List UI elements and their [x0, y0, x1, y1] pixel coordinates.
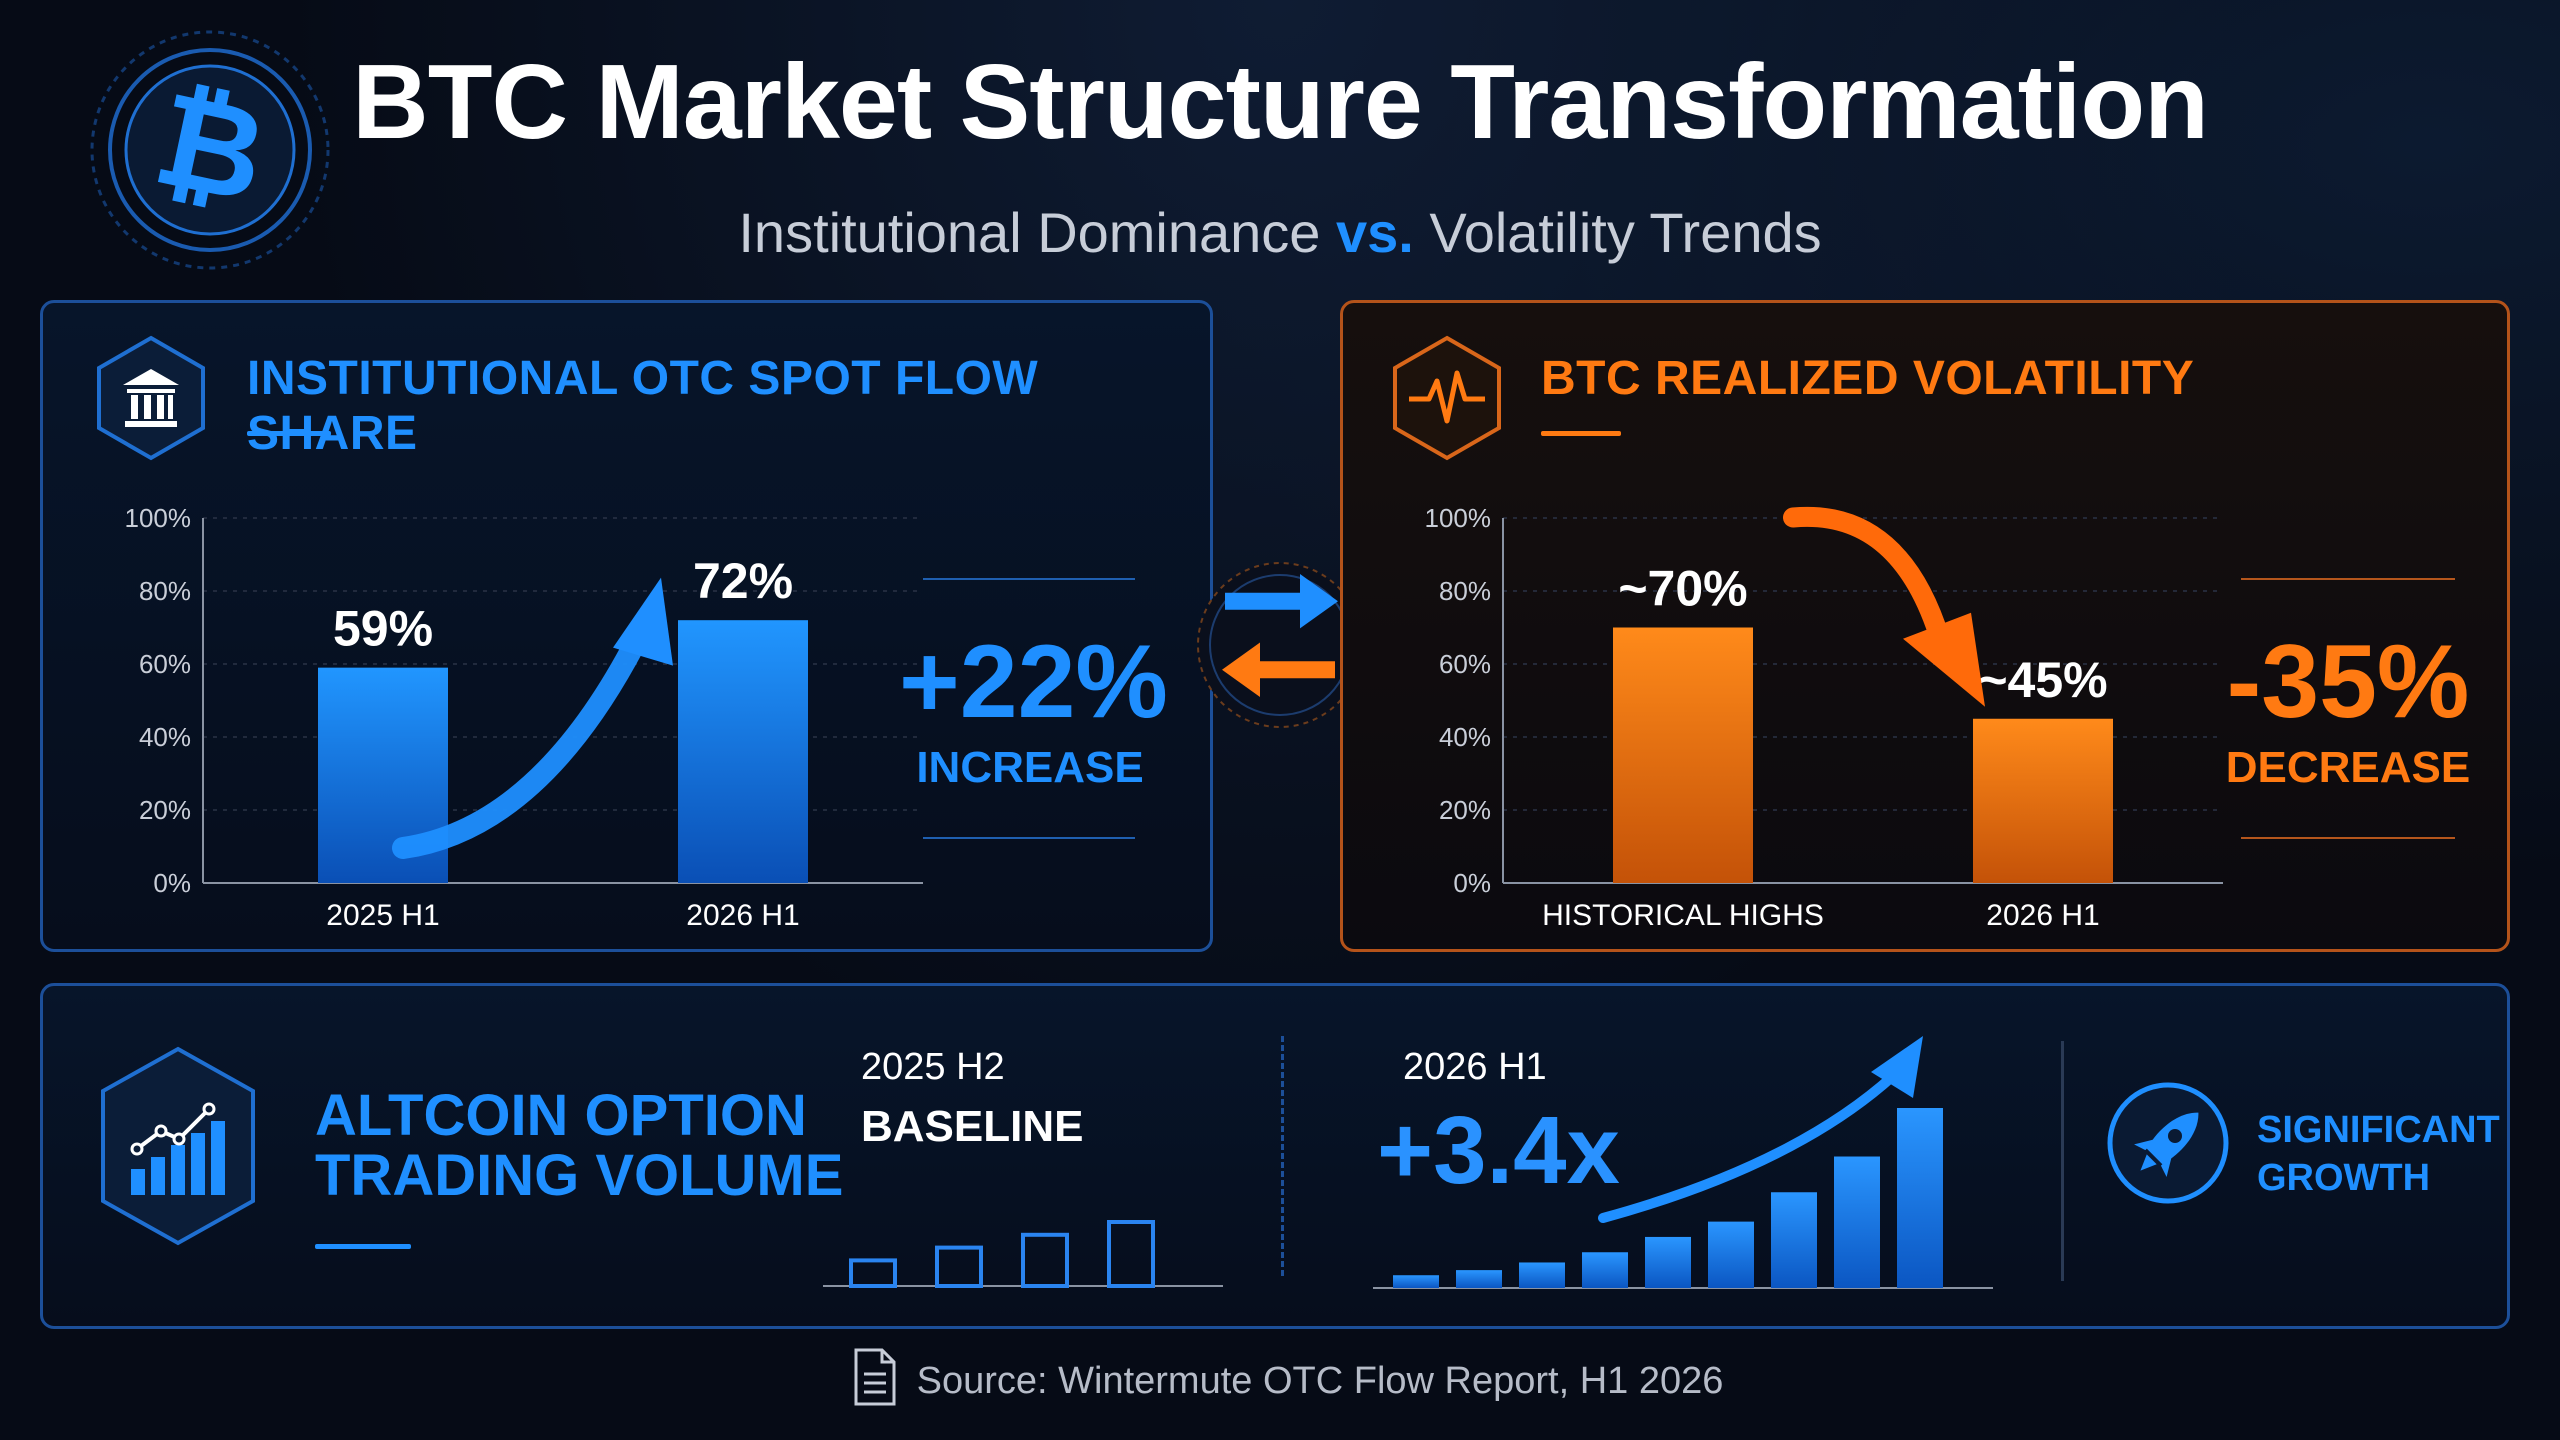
title-underline	[315, 1244, 411, 1249]
bitcoin-icon: ₿	[90, 30, 330, 270]
pulse-icon	[1393, 335, 1501, 461]
baseline-bar	[935, 1245, 983, 1288]
bank-icon	[97, 335, 205, 461]
data-label: ~70%	[1618, 561, 1747, 617]
volatility-panel: BTC REALIZED VOLATILITY 0% 20% 40% 60% 80% 10…	[1340, 300, 2510, 952]
volatility-bar-chart: 0% 20% 40% 60% 80% 100% ~70% HISTORICAL HIGHS ~4…	[1425, 503, 2223, 932]
bar	[1973, 718, 2113, 883]
divider-top	[2241, 578, 2455, 580]
y-tick-label: 40%	[139, 722, 191, 752]
divider-top	[923, 578, 1135, 580]
growth-arrow-head	[1871, 1036, 1923, 1098]
baseline-bar	[849, 1258, 897, 1289]
section-divider	[1281, 1036, 1286, 1276]
bar	[1613, 627, 1753, 883]
volatility-delta-value: -35%	[2226, 624, 2470, 740]
altcoin-title-line1: ALTCOIN OPTION	[315, 1083, 807, 1148]
altcoin-title-line2: TRADING VOLUME	[315, 1143, 844, 1208]
data-label: 72%	[693, 553, 793, 609]
otc-panel-title: INSTITUTIONAL OTC SPOT FLOW SHARE	[247, 352, 1039, 460]
x-tick-label: 2026 H1	[686, 899, 799, 932]
volatility-panel-title: BTC REALIZED VOLATILITY	[1541, 352, 2195, 405]
x-tick-label: 2026 H1	[1986, 899, 2099, 932]
bar	[678, 620, 808, 883]
y-tick-label: 20%	[139, 795, 191, 825]
baseline-bar	[1107, 1220, 1155, 1288]
otc-bar-chart: 0% 20% 40% 60% 80% 100% 59% 2025 H1 72% 2026 H1	[125, 503, 923, 932]
y-tick-label: 60%	[1439, 649, 1491, 679]
badge-line2: GROWTH	[2257, 1157, 2431, 1199]
page-title: BTC Market Structure Transformation	[352, 43, 2209, 161]
trend-arrow-shaft	[1783, 506, 1953, 659]
bar-chart-icon	[101, 1046, 255, 1246]
subtitle-part2: Volatility Trends	[1413, 201, 1822, 264]
badge-line1: SIGNIFICANT	[2257, 1109, 2500, 1151]
y-tick-label: 40%	[1439, 722, 1491, 752]
title-underline	[1541, 431, 1621, 436]
title-underline	[247, 431, 331, 436]
growth-bar	[1519, 1262, 1565, 1288]
otc-flow-panel: INSTITUTIONAL OTC SPOT FLOW SHARE 0% 20% 4…	[40, 300, 1213, 952]
growth-bar	[1708, 1221, 1754, 1288]
source-note: Source: Wintermute OTC Flow Report, H1 2…	[916, 1360, 1724, 1402]
divider-bottom	[2241, 837, 2455, 839]
growth-arrow-shaft	[1598, 1071, 1898, 1223]
otc-delta-label: INCREASE	[916, 743, 1144, 792]
baseline-label: BASELINE	[861, 1102, 1084, 1151]
trend-arrow-head	[613, 577, 673, 666]
growth-mini-chart	[1373, 1036, 1993, 1289]
growth-value: +3.4x	[1377, 1097, 1620, 1204]
y-tick-label: 60%	[139, 649, 191, 679]
trend-arrow-head	[1903, 612, 1985, 707]
rocket-icon	[2107, 1082, 2229, 1204]
volatility-delta-label: DECREASE	[2225, 743, 2471, 792]
growth-bar	[1456, 1270, 1502, 1288]
swap-arrows-icon	[1197, 562, 1363, 728]
altcoin-panel: ALTCOIN OPTION TRADING VOLUME 2025 H2 BA…	[40, 983, 2510, 1329]
growth-bar	[1393, 1275, 1439, 1288]
subtitle-vs: vs.	[1336, 201, 1414, 264]
page-subtitle: Institutional Dominance vs. Volatility T…	[0, 200, 2560, 265]
growth-bar	[1645, 1236, 1691, 1288]
growth-bar	[1771, 1192, 1817, 1288]
x-tick-label: 2025 H1	[326, 899, 439, 932]
y-tick-label: 0%	[153, 868, 191, 898]
data-label: 59%	[333, 601, 433, 657]
x-tick-label: HISTORICAL HIGHS	[1542, 899, 1824, 932]
document-icon	[854, 1348, 896, 1406]
baseline-bar	[1021, 1232, 1069, 1288]
data-label: ~45%	[1978, 652, 2107, 708]
y-tick-label: 100%	[125, 503, 192, 533]
badge-divider	[2061, 1041, 2064, 1281]
trend-arrow-shaft	[392, 616, 654, 859]
divider-bottom	[923, 837, 1135, 839]
growth-bar	[1897, 1108, 1943, 1288]
growth-bar	[1834, 1156, 1880, 1288]
growth-period: 2026 H1	[1403, 1046, 1547, 1088]
baseline-mini-chart	[823, 1220, 1223, 1289]
otc-delta-value: +22%	[899, 624, 1168, 740]
subtitle-part1: Institutional Dominance	[738, 201, 1337, 264]
y-tick-label: 100%	[1425, 503, 1492, 533]
y-tick-label: 80%	[139, 576, 191, 606]
y-tick-label: 20%	[1439, 795, 1491, 825]
baseline-period: 2025 H2	[861, 1046, 1005, 1088]
growth-bar	[1582, 1252, 1628, 1288]
y-tick-label: 80%	[1439, 576, 1491, 606]
y-tick-label: 0%	[1453, 868, 1491, 898]
